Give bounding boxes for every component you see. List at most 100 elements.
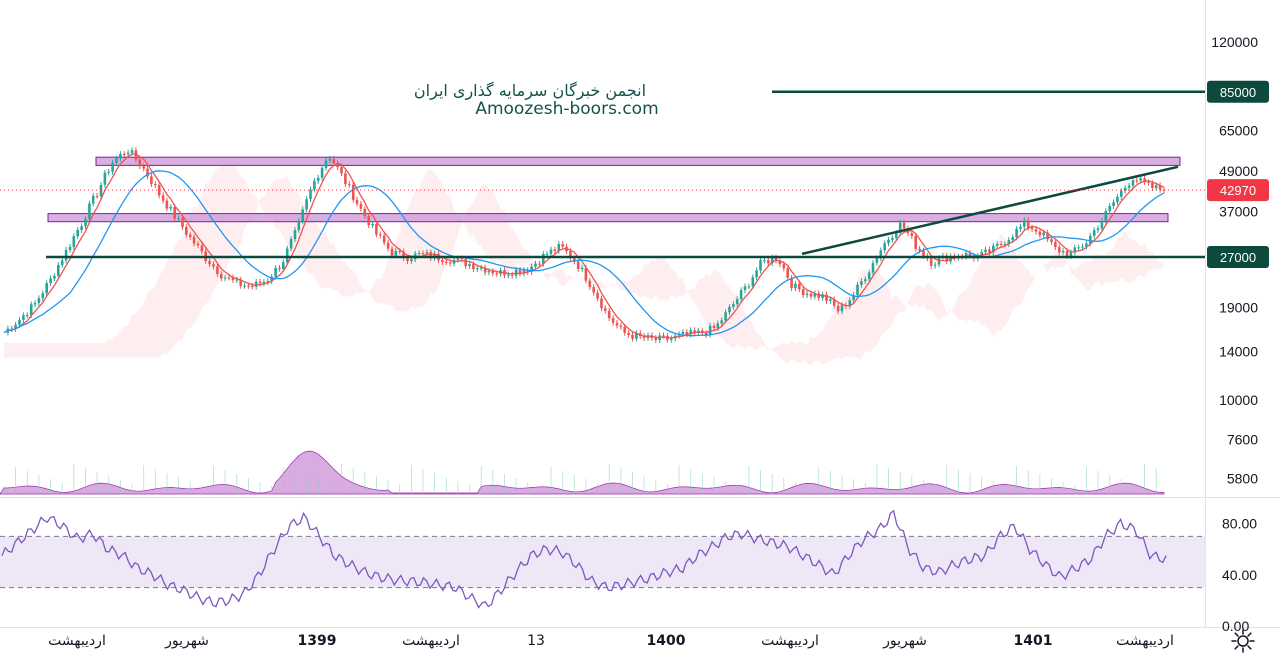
candle-body: [95, 195, 99, 197]
candle-body: [1147, 182, 1150, 183]
candle-body: [794, 283, 797, 289]
candle-body: [185, 227, 188, 235]
candle-body: [553, 249, 557, 251]
candle-body: [995, 244, 999, 246]
candle-body: [832, 299, 836, 306]
candle-body: [301, 209, 304, 222]
candle-body: [76, 230, 79, 237]
candle-body: [627, 332, 630, 335]
time-axis[interactable]: اردیبهشت شهریور 1399 اردیبهشت 13 1400 اردیبهشت…: [48, 633, 1174, 649]
candle-body: [456, 258, 460, 260]
candle-body: [448, 262, 452, 264]
candle-body: [254, 281, 258, 287]
candle-body: [1015, 228, 1018, 238]
candle-body: [371, 223, 374, 226]
candle-body: [60, 260, 64, 265]
time-tick-label: اردیبهشت: [761, 633, 819, 649]
candle-body: [1007, 240, 1011, 245]
candle-body: [1011, 237, 1014, 240]
candle-body: [739, 290, 743, 300]
candle-body: [573, 258, 576, 262]
candle-body: [313, 180, 316, 190]
candle-body: [340, 167, 343, 174]
candle-body: [588, 280, 592, 288]
candle-body: [410, 259, 413, 261]
candle-body: [1139, 178, 1142, 181]
candle-body: [600, 298, 603, 309]
candle-body: [999, 244, 1003, 245]
candle-body: [883, 243, 886, 251]
candle-body: [549, 249, 553, 254]
candle-body: [875, 258, 879, 263]
candle-body: [297, 221, 301, 230]
candle-body: [476, 268, 479, 270]
candle-body: [922, 250, 925, 256]
watermark-url: Amoozesh-boors.com: [475, 99, 658, 119]
candle-body: [223, 277, 227, 279]
candle-body: [188, 234, 192, 237]
rsi-line: [1, 509, 1167, 609]
candle-body: [247, 285, 250, 287]
candle-body: [177, 218, 180, 220]
candle-body: [1092, 230, 1096, 236]
candle-body: [1104, 211, 1108, 221]
candle-body: [367, 216, 370, 226]
candle-body: [324, 160, 328, 168]
price-tick-label: 37000: [1219, 204, 1258, 220]
candle-body: [623, 326, 626, 333]
candle-body: [18, 320, 21, 325]
price-axis[interactable]: 120000 85000 65000 49000 37000 27000 19000 1400…: [0, 0, 1280, 634]
price-badge-label: 42970: [1220, 183, 1256, 198]
candle-body: [635, 333, 638, 339]
candle-body: [619, 325, 623, 327]
price-tick-label: 19000: [1219, 300, 1258, 316]
candle-body: [1116, 196, 1119, 203]
candle-body: [1123, 187, 1127, 191]
candle-body: [770, 257, 774, 264]
candle-body: [561, 244, 564, 247]
candle-body: [914, 236, 917, 249]
candle-body: [483, 267, 487, 273]
candle-body: [992, 245, 995, 253]
candle-body: [681, 332, 685, 334]
candle-body: [487, 271, 491, 273]
candle-body: [642, 336, 646, 339]
resistance-zone: [95, 156, 1181, 166]
candle-body: [1085, 243, 1088, 247]
candle-body: [491, 271, 495, 274]
candle-body: [774, 257, 778, 261]
candle-body: [363, 208, 367, 216]
rsi-tick-label: 40.00: [1222, 567, 1257, 583]
time-tick-label: اردیبهشت: [48, 633, 106, 649]
candle-body: [829, 299, 832, 301]
candle-body: [767, 260, 770, 264]
candle-body: [80, 226, 83, 230]
candle-body: [274, 267, 277, 277]
candle-body: [495, 273, 498, 275]
candle-body: [91, 195, 95, 204]
candle-body: [29, 304, 33, 316]
candle-body: [898, 222, 902, 233]
candle-body: [1030, 227, 1034, 230]
candle-body: [192, 237, 196, 244]
candle-body: [918, 248, 921, 251]
candle-body: [790, 277, 793, 289]
candle-body: [937, 258, 941, 265]
candle-body: [763, 260, 766, 262]
candle-body: [278, 267, 281, 269]
gear-icon[interactable]: [1230, 628, 1256, 654]
candle-body: [1019, 226, 1022, 229]
candle-body: [530, 266, 533, 272]
price-tick-label: 65000: [1219, 123, 1258, 139]
candle-body: [320, 167, 324, 178]
candle-body: [1061, 251, 1065, 253]
candle-body: [732, 304, 735, 307]
candle-body: [157, 185, 161, 196]
candle-body: [592, 287, 595, 293]
candle-body: [693, 330, 696, 333]
candle-body: [1120, 190, 1123, 197]
candle-body: [305, 199, 308, 210]
candle-body: [895, 233, 898, 238]
candle-body: [57, 265, 60, 276]
